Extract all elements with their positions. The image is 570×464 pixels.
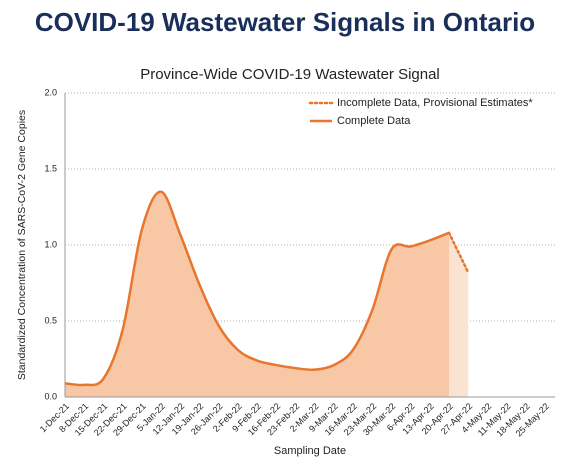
line xyxy=(64,190,450,387)
y-tick-label: 0.0 xyxy=(44,391,57,401)
chart-title: Province-Wide COVID-19 Wastewater Signal xyxy=(140,66,440,83)
legend-label: Incomplete Data, Provisional Estimates* xyxy=(337,97,533,109)
y-tick-label: 1.5 xyxy=(44,163,57,173)
page-title: COVID-19 Wastewater Signals in Ontario xyxy=(35,7,535,37)
y-tick-label: 2.0 xyxy=(44,87,57,97)
area xyxy=(65,191,449,397)
y-axis-label: Standardized Concentration of SARS-CoV-2… xyxy=(16,110,28,380)
x-axis-label: Sampling Date xyxy=(274,445,346,457)
area xyxy=(449,232,469,397)
line xyxy=(447,231,470,274)
y-tick-label: 1.0 xyxy=(44,239,57,249)
y-tick-label: 0.5 xyxy=(44,315,57,325)
legend-label: Complete Data xyxy=(337,115,411,127)
